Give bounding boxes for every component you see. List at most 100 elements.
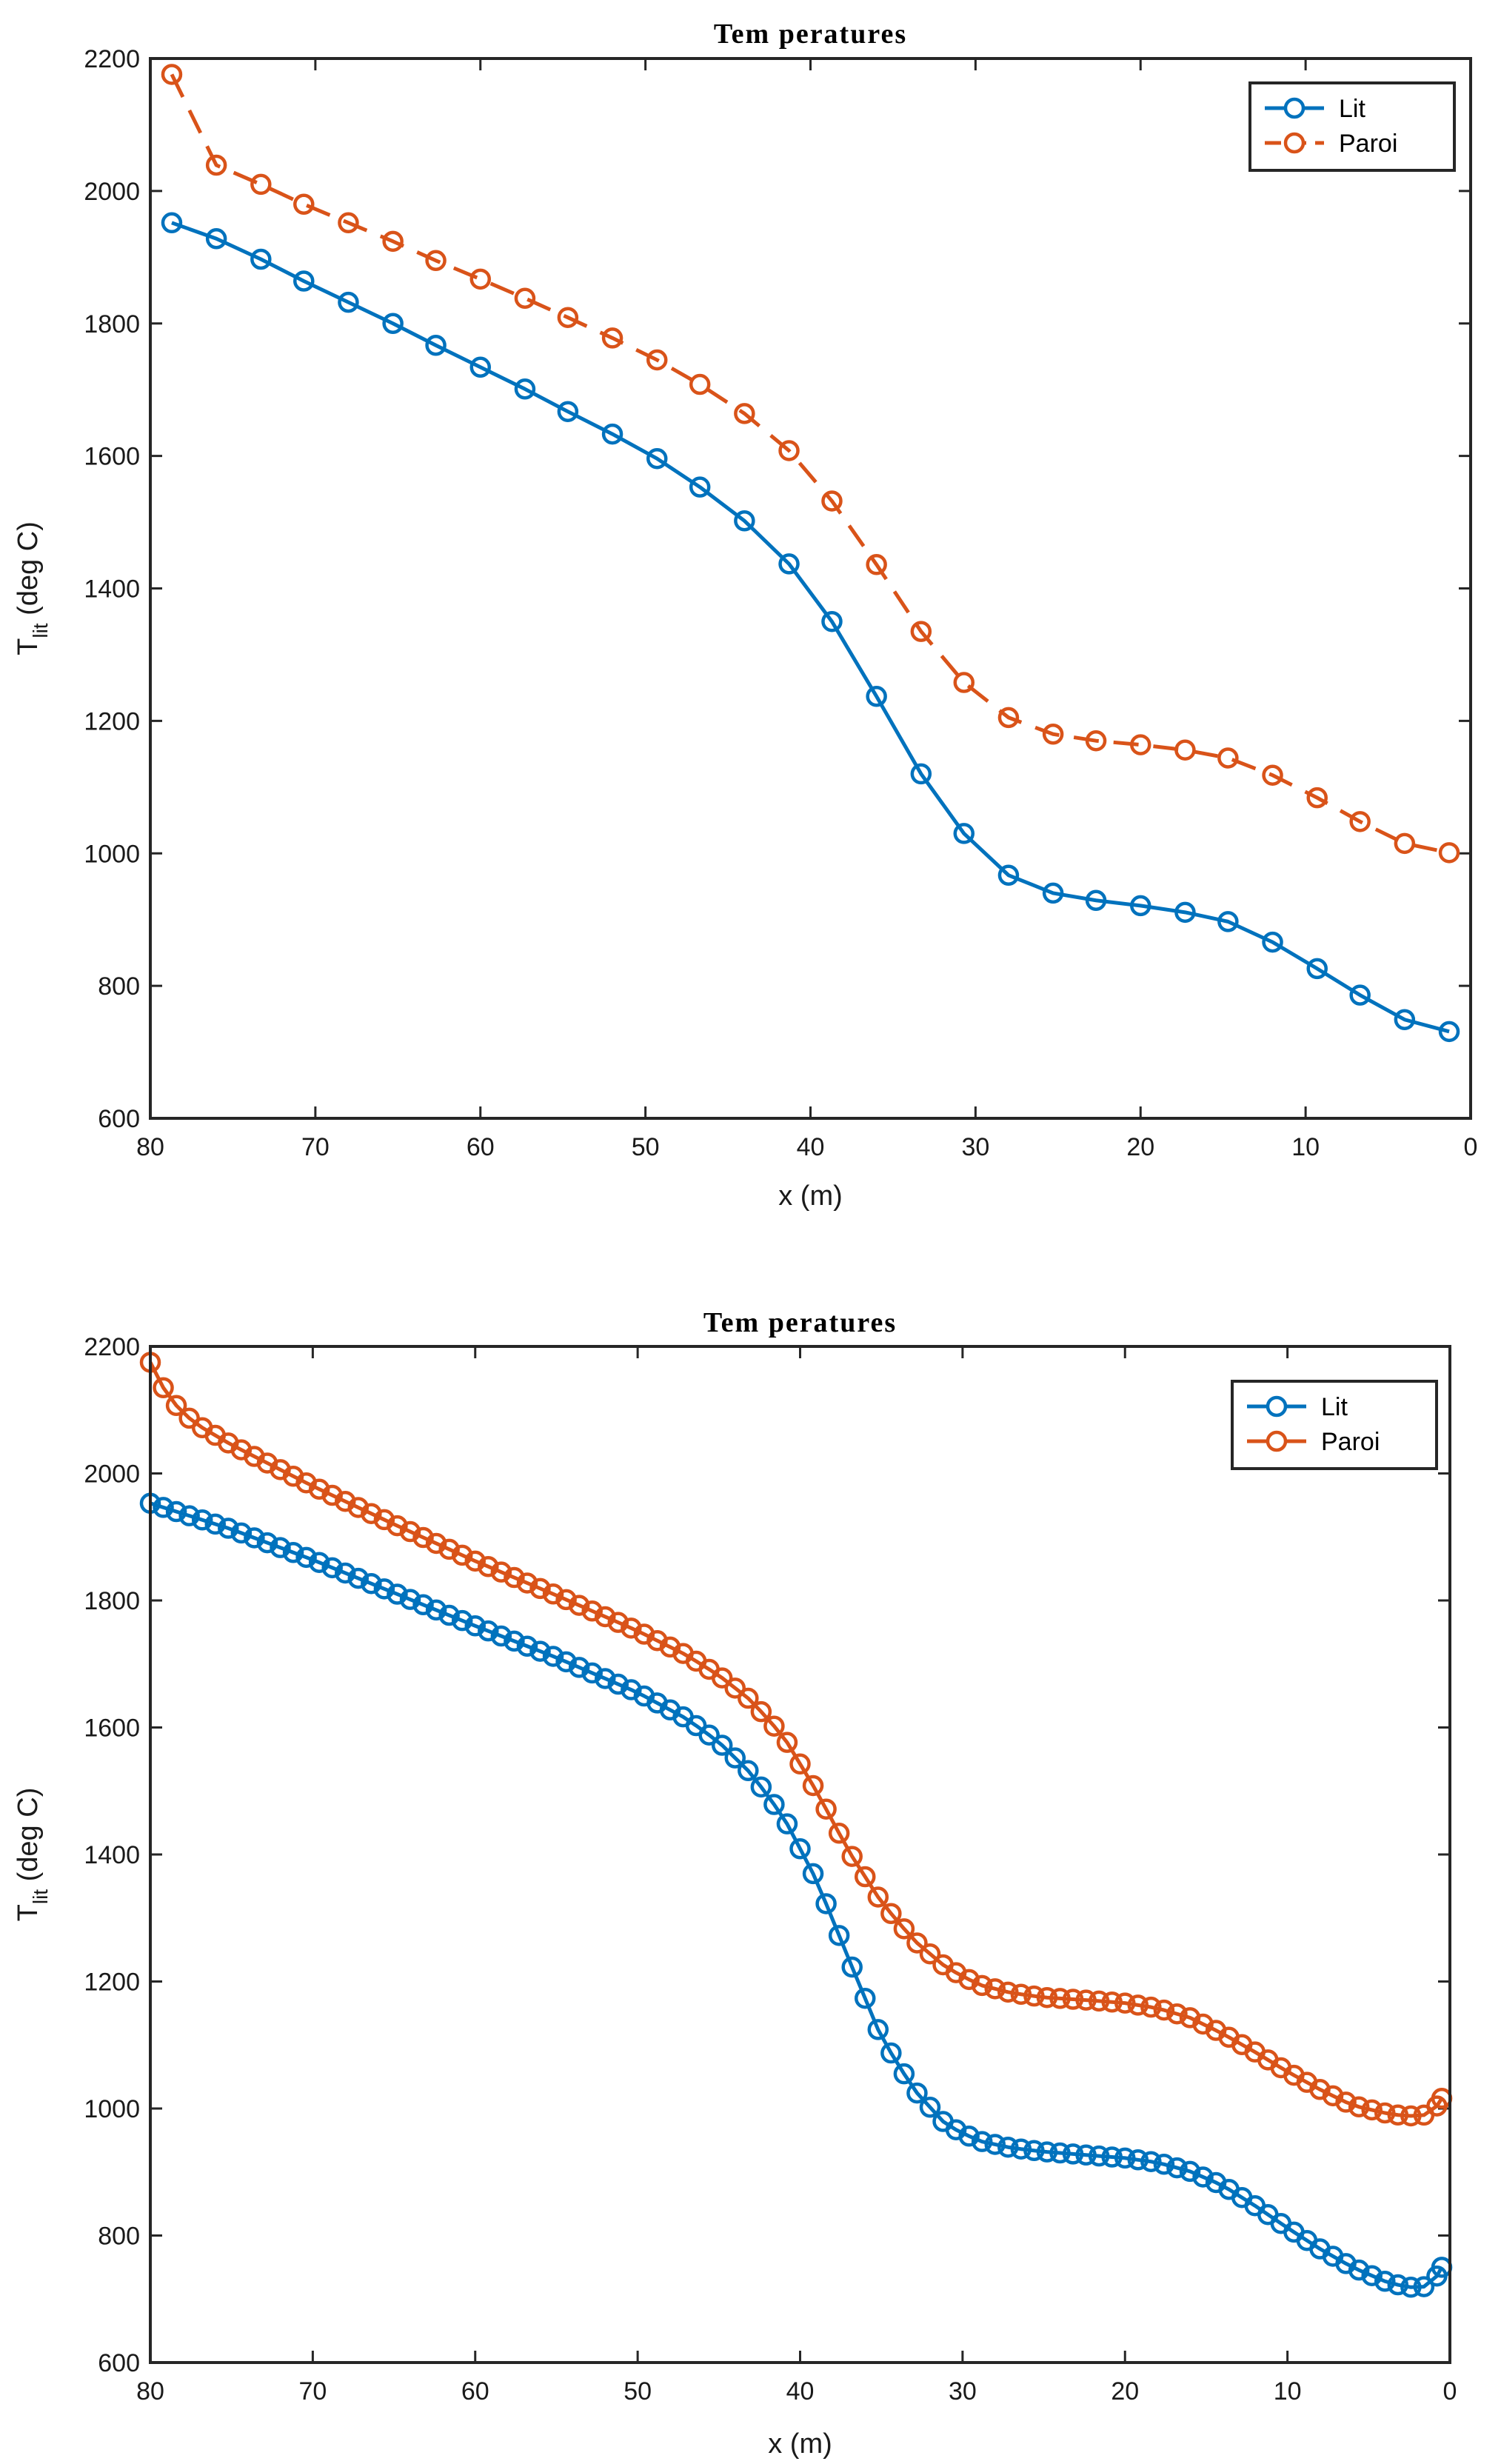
data-point [490,1561,512,1583]
data-point [338,291,359,313]
data-point [387,1515,408,1537]
data-point [1374,2102,1396,2124]
x-tick-label: 0 [1443,2377,1457,2405]
data-point [750,1776,772,1798]
data-point [867,2019,889,2040]
data-point [1075,1989,1097,2011]
y-tick-label: 1400 [84,1841,140,1869]
data-point [711,1667,733,1689]
data-point [1174,739,1196,761]
data-point [438,1604,460,1626]
data-point [1085,729,1107,752]
data-point [910,763,932,785]
series-lit [139,1492,1453,2298]
data-point [776,1813,798,1834]
data-point [338,212,359,234]
data-point [469,268,491,290]
x-tick-label: 20 [1111,2377,1139,2405]
data-point [568,1595,590,1616]
data-point [1036,2141,1058,2163]
y-tick-label: 800 [98,2223,140,2251]
data-point [425,1599,447,1621]
legend-marker-paroi [1266,1430,1288,1452]
data-point [893,2063,915,2085]
data-point [789,1753,811,1775]
data-point [478,1555,499,1577]
data-point [866,686,887,707]
data-point [866,554,887,575]
data-point [1130,895,1151,917]
y-label-rest: (deg C) [13,1788,44,1889]
data-point [997,2136,1019,2158]
data-point [1166,2003,1188,2025]
data-point [293,193,315,216]
y-tick-label: 1200 [84,1969,140,1997]
data-point [971,1974,993,1997]
y-tick-label: 1400 [84,575,140,604]
data-point [250,173,272,196]
y-tick-label: 2000 [84,178,140,206]
data-point [738,1687,759,1709]
data-point [841,1956,863,1978]
x-tick-label: 50 [624,2377,652,2405]
data-point [1075,2144,1097,2166]
data-point [711,1735,733,1756]
data-point [763,1794,785,1815]
data-point [1394,832,1416,855]
legend-box [1231,1380,1438,1470]
data-point [1179,2160,1201,2183]
x-tick-label: 80 [136,2377,164,2405]
data-point [205,228,227,250]
data-point [282,1541,304,1563]
data-point [469,356,491,378]
data-point [601,327,624,349]
data-point [1114,1992,1136,2014]
chart-top: 80 70 60 50 40 30 20 10 0 600 800 1000 1200 1400 1600 1… [13,19,1477,1212]
data-point [953,823,975,844]
data-point [464,1615,486,1637]
data-point [855,1866,876,1888]
data-point [1062,2143,1084,2165]
data-point [1140,1996,1162,2018]
plot-area [150,59,1471,1118]
data-point [451,1544,473,1566]
y-tick-label: 1000 [84,2095,140,2123]
data-point [607,1673,629,1695]
y-label-main: T [13,638,44,655]
data-point [557,401,579,422]
data-point [1349,811,1371,832]
data-point [1361,2099,1383,2121]
x-axis-label: x (m) [778,1181,843,1212]
data-point [997,864,1020,887]
data-point [1101,1991,1123,2013]
y-tick-label: 1200 [84,707,140,735]
data-point [153,1497,174,1518]
data-point [1023,1985,1045,2007]
legend-marker-lit [1283,97,1306,119]
data-point [178,1505,200,1526]
data-point [958,2126,980,2147]
x-tick-label: 40 [797,1133,825,1161]
data-point [514,378,536,400]
data-point [1049,2142,1071,2164]
data-point [1387,2274,1409,2296]
x-tick-label: 30 [961,1133,989,1161]
data-point [1088,1990,1110,2012]
data-point [1400,2105,1422,2127]
data-point [161,212,183,234]
data-point [1217,747,1239,769]
data-point [802,1774,824,1797]
y-tick-label: 1600 [84,443,140,471]
y-tick-label: 800 [98,972,140,1001]
data-point [256,1532,278,1554]
y-tick-label: 1000 [84,840,140,868]
data-point [464,1550,486,1572]
data-point [601,423,624,445]
y-tick-label: 600 [98,1105,140,1133]
data-point [165,1395,187,1416]
data-point [1438,1021,1460,1043]
data-point [724,1677,746,1699]
data-point [529,1577,551,1600]
data-point [997,707,1020,729]
data-point [724,1747,746,1769]
